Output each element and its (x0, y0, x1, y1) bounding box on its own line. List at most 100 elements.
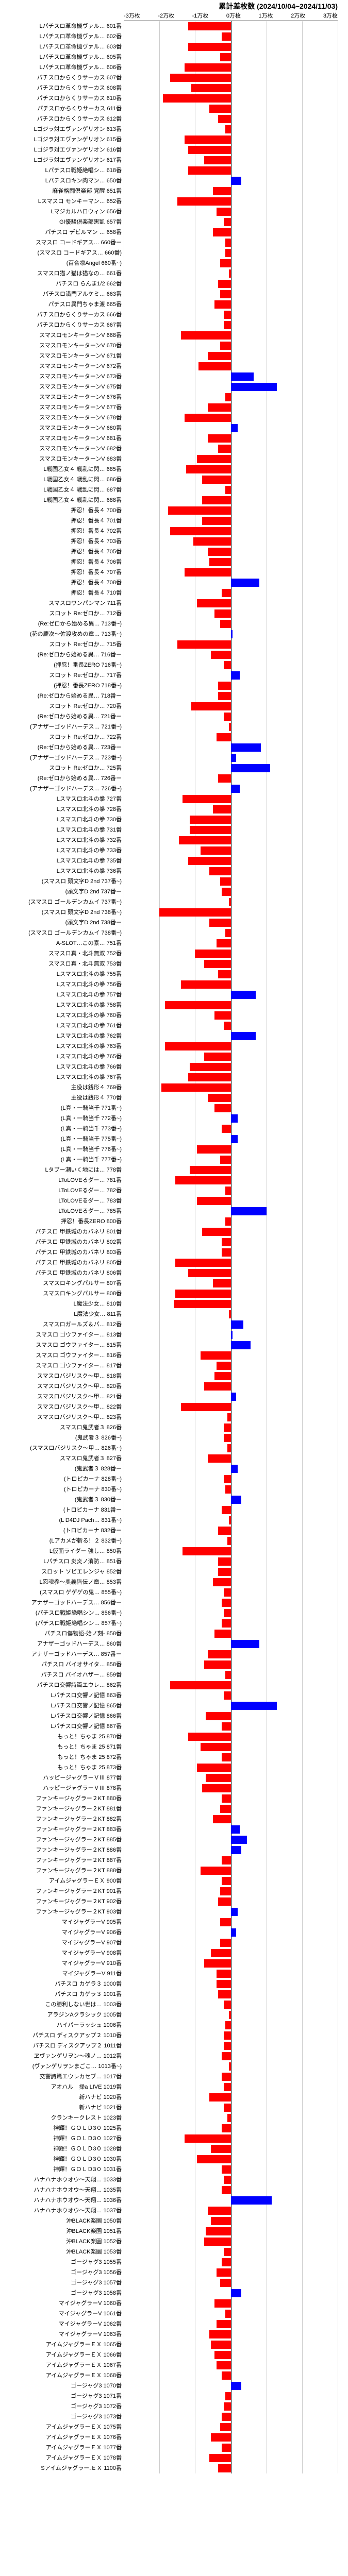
row-label: パチスロからくりサーカス 667番 (1, 320, 124, 330)
row-label: この勝利しない世は… 1003番 (1, 1999, 124, 2010)
chart-row: パチスロ デビルマン … 658番 (124, 227, 338, 238)
row-label: (花の慶次～佐渡攻めの章… 713番~) (1, 629, 124, 639)
chart-row: ハッピージャグラーＶⅢ 878番 (124, 1783, 338, 1793)
chart-row: ファンキージャグラー２KT 902番 (124, 1896, 338, 1907)
row-label: 押忍！番長４ 706番 (1, 557, 124, 567)
bar (231, 764, 270, 772)
bar (222, 1619, 230, 1628)
bar (220, 1939, 231, 1947)
bar (229, 2011, 230, 2019)
chart-row: 沖BLACK楽園 1050番 (124, 2216, 338, 2226)
bar (209, 2093, 231, 2102)
row-label: パチスロ ディスクアップ２ 1010番 (1, 2030, 124, 2041)
chart-row: もっと！ちゃま 25 870番 (124, 1732, 338, 1742)
row-label: スマスロ鬼武者３ 826番 (1, 1422, 124, 1433)
bar (225, 393, 230, 401)
bar (229, 1310, 230, 1318)
bar (213, 1279, 231, 1287)
row-label: L仮面ライダー 強し… 850番 (1, 1546, 124, 1556)
bar (231, 1908, 238, 1916)
chart-row: パチスロからくりサーカス 608番 (124, 83, 338, 93)
chart-row: Lパチスロ交響ノ記憶 866番 (124, 1711, 338, 1721)
bar (185, 568, 231, 577)
bar (231, 1702, 277, 1710)
chart-row: アイムジャグラーＥＸ 1066番 (124, 2350, 338, 2360)
chart-row: ゴージャグ3 1058番 (124, 2288, 338, 2298)
row-label: マイジャグラーV 905番 (1, 1917, 124, 1927)
bar (211, 1949, 230, 1957)
bar (220, 342, 231, 350)
row-label: パチスロ満門アルケミ… 663番 (1, 289, 124, 299)
x-tick-label: 3万枚 (323, 11, 338, 20)
row-label: Lスマスロ北斗の拳 733番 (1, 845, 124, 856)
bar (201, 846, 231, 855)
chart-row: アイムジャグラーＥＸ 1078番 (124, 2453, 338, 2463)
row-label: 交響詩篇エウレカセブ… 1017番 (1, 2072, 124, 2082)
row-label: LToLOVEるダー… 781番 (1, 1175, 124, 1185)
bar (224, 321, 231, 329)
bar (218, 682, 230, 690)
row-label: アイムジャグラーＥＸ 1065番 (1, 2340, 124, 2350)
bar (231, 1825, 240, 1834)
chart-row: クランキークレスト 1023番 (124, 2113, 338, 2123)
bar (211, 2217, 230, 2225)
row-label: Lパチスロ革命機ヴァル… 605番 (1, 52, 124, 62)
row-label: スマスロモンキーターンV 673番 (1, 371, 124, 382)
row-label: Lパチスロ革命機ヴァル… 603番 (1, 42, 124, 52)
bar (177, 197, 231, 206)
bar (224, 218, 231, 226)
bar (214, 1372, 230, 1380)
chart-row: Lスマスロ北斗の拳 756番 (124, 979, 338, 990)
chart-row: パチスロからくりサーカス 610番 (124, 93, 338, 104)
chart-row: Lスマスロ北斗の拳 732番 (124, 835, 338, 845)
row-label: (Lアカメが斬る！２ 832番~) (1, 1536, 124, 1546)
chart-row: ゴージャグ3 1055番 (124, 2257, 338, 2267)
row-label: スマスロモンキーターンV 670番 (1, 341, 124, 351)
row-label: ファンキージャグラー２KT 887番 (1, 1855, 124, 1866)
row-label: ハッピージャグラーＶⅢ 877番 (1, 1773, 124, 1783)
chart-row: Sアイムジャグラー.ＥＸ 1100番 (124, 2463, 338, 2473)
row-label: スマスロワンパンマン 711番 (1, 598, 124, 608)
row-label: スマスロモンキーターンV 678番 (1, 413, 124, 423)
bar (222, 1125, 230, 1133)
bar (231, 1465, 238, 1473)
chart-row: Lスマスロ北斗の拳 731番 (124, 825, 338, 835)
bar (213, 1815, 231, 1823)
chart-row: Lスマスロ北斗の拳 728番 (124, 804, 338, 815)
row-label: パチスロからくりサーカス 607番 (1, 73, 124, 83)
row-label: ファンキージャグラー２KT 882番 (1, 1814, 124, 1824)
chart-row: L戦国乙女４ 戦乱に閃… 688番 (124, 495, 338, 505)
bar (224, 1434, 231, 1442)
row-label: パチスロ異門ちゃま渡 665番 (1, 299, 124, 310)
row-label: Lパチスロ革命機ヴァル… 606番 (1, 62, 124, 73)
row-label: スマスロモンキーターンV 668番 (1, 330, 124, 341)
row-label: 主役は銭形４ 770番 (1, 1093, 124, 1103)
bar (211, 651, 230, 659)
chart-row: もっと！ちゃま 25 872番 (124, 1752, 338, 1762)
bar (181, 1403, 231, 1411)
chart-row: ファンキージャグラー２KT 880番 (124, 1793, 338, 1804)
chart-row: Lパチスロ革命機ヴァル… 605番 (124, 52, 338, 62)
row-label: Lパチスロ革命機ヴァル… 602番 (1, 31, 124, 42)
row-label: ハナハナホウオウ～天翔… 1036番 (1, 2195, 124, 2206)
chart-row: パチスロ バイオサイタ… 858番 (124, 1659, 338, 1670)
row-label: (スマスロ コードギアス… 660番) (1, 248, 124, 258)
bar (222, 2258, 230, 2266)
chart-row: (Re:ゼロから始める異… 723番ー (124, 742, 338, 753)
chart-row: (L真・一騎当千 773番~) (124, 1124, 338, 1134)
chart-row: スマスロガールズ＆パ… 812番 (124, 1319, 338, 1330)
row-label: ファンキージャグラー２KT 885番 (1, 1835, 124, 1845)
bar (231, 671, 240, 680)
chart-row: スマスロモンキーターンV 680番 (124, 423, 338, 433)
row-label: (アナザーゴッドハーデス… 726番~) (1, 784, 124, 794)
chart-row: アラジンAクラシック 1005番 (124, 2010, 338, 2020)
chart-row: ヱヴァンゲリヲン～魂ノ… 1012番 (124, 2051, 338, 2061)
bar (188, 166, 231, 175)
bar (209, 867, 231, 875)
bar (165, 1001, 231, 1009)
row-label: スマスロモンキーターンV 676番 (1, 392, 124, 402)
bar (204, 960, 231, 968)
chart-row: パチスロ ディスクアップ２ 1010番 (124, 2030, 338, 2041)
chart-row: A-SLOT…この素… 751番 (124, 938, 338, 948)
chart-row: L魔法少女… 811番 (124, 1309, 338, 1319)
